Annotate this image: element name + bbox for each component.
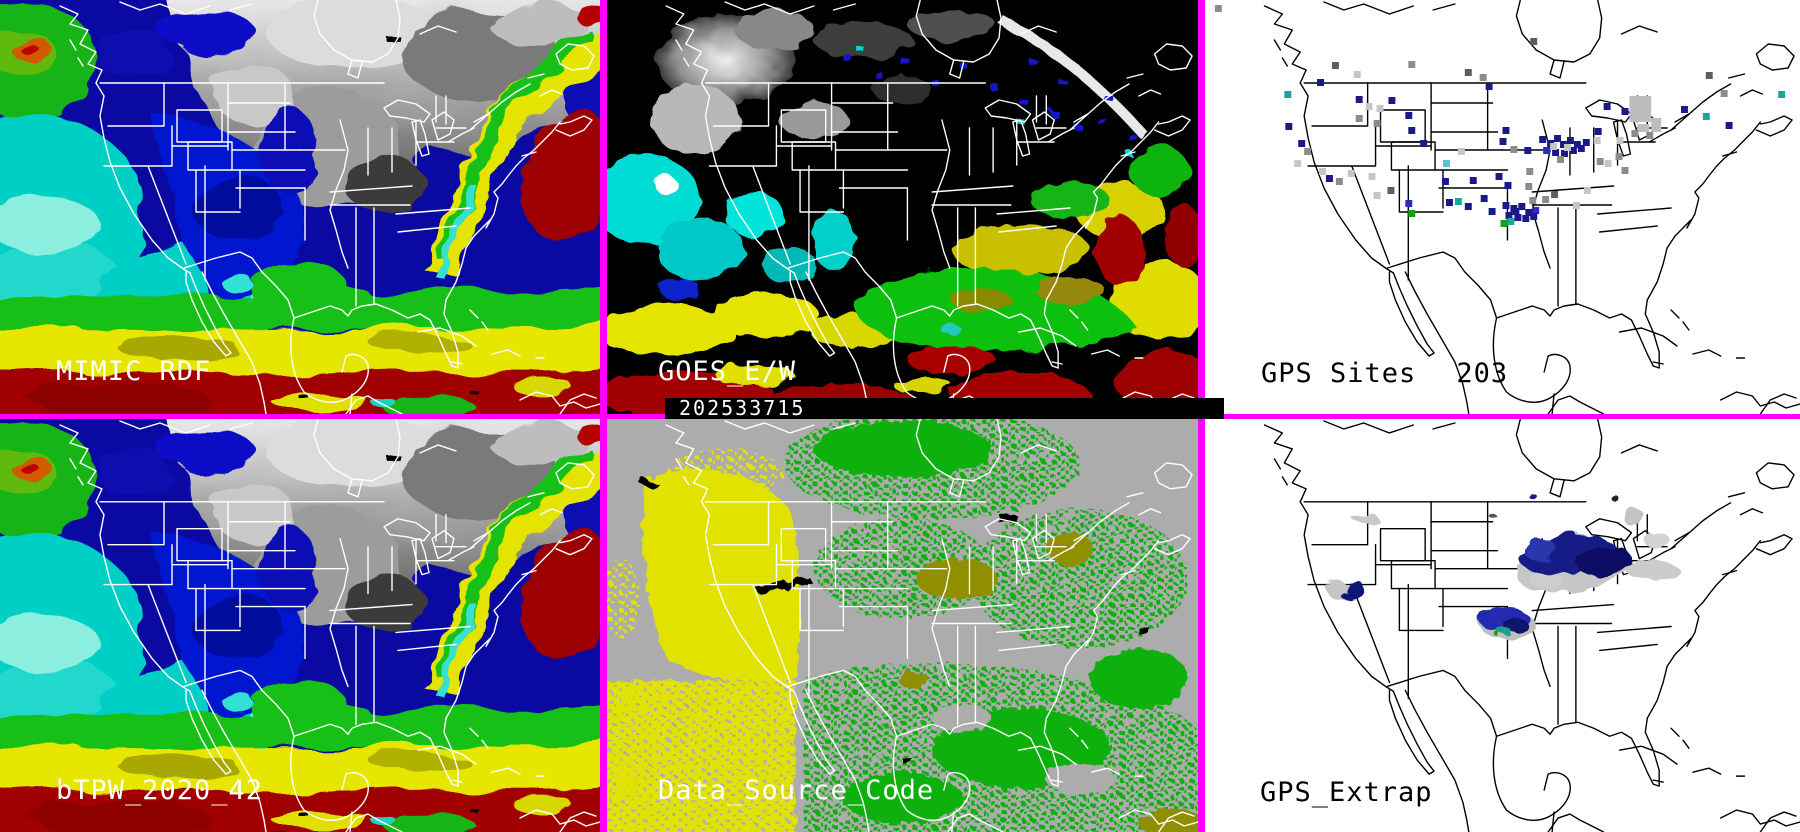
- gps-extrap-map: [1205, 419, 1800, 832]
- tpw-imagery-2: [0, 419, 600, 832]
- tpw-imagery: [0, 0, 600, 414]
- data-source-code-map: [607, 419, 1198, 832]
- data-source-code-label: Data_Source_Code: [658, 775, 935, 806]
- mimic-rdf-map: [0, 0, 600, 414]
- gps-extrap-label: GPS_Extrap: [1260, 777, 1433, 808]
- panel-gps-sites: GPS Sites 203: [1205, 0, 1800, 414]
- panel-mimic-rdf: MIMIC RDF: [0, 0, 600, 414]
- panel-gps-extrap: GPS_Extrap: [1205, 419, 1800, 832]
- gps-extrap-blobs-layer: [1325, 492, 1683, 640]
- gps-sites-dots-layer: [1214, 5, 1786, 227]
- timestamp-bar: 202533715: [665, 398, 1224, 419]
- dsc-imagery: [607, 419, 1198, 832]
- gps-sites-label: GPS Sites 203: [1261, 358, 1508, 389]
- panel-goes-ew: GOES_E/W: [607, 0, 1198, 414]
- goes-ew-label: GOES_E/W: [658, 356, 797, 387]
- gps-sites-count: 203: [1456, 358, 1509, 389]
- panel-data-source-code: Data_Source_Code: [607, 419, 1198, 832]
- gps-sites-label-text: GPS Sites: [1261, 358, 1417, 389]
- btpw-map: [0, 419, 600, 832]
- goes-ew-map: [607, 0, 1198, 414]
- timestamp-text: 202533715: [679, 396, 806, 420]
- mimic-rdf-label: MIMIC RDF: [56, 356, 212, 387]
- goes-imagery: [607, 0, 1198, 414]
- panel-btpw: bTPW_2020_42: [0, 419, 600, 832]
- gps-sites-map: [1205, 0, 1800, 414]
- btpw-label: bTPW_2020_42: [56, 775, 264, 806]
